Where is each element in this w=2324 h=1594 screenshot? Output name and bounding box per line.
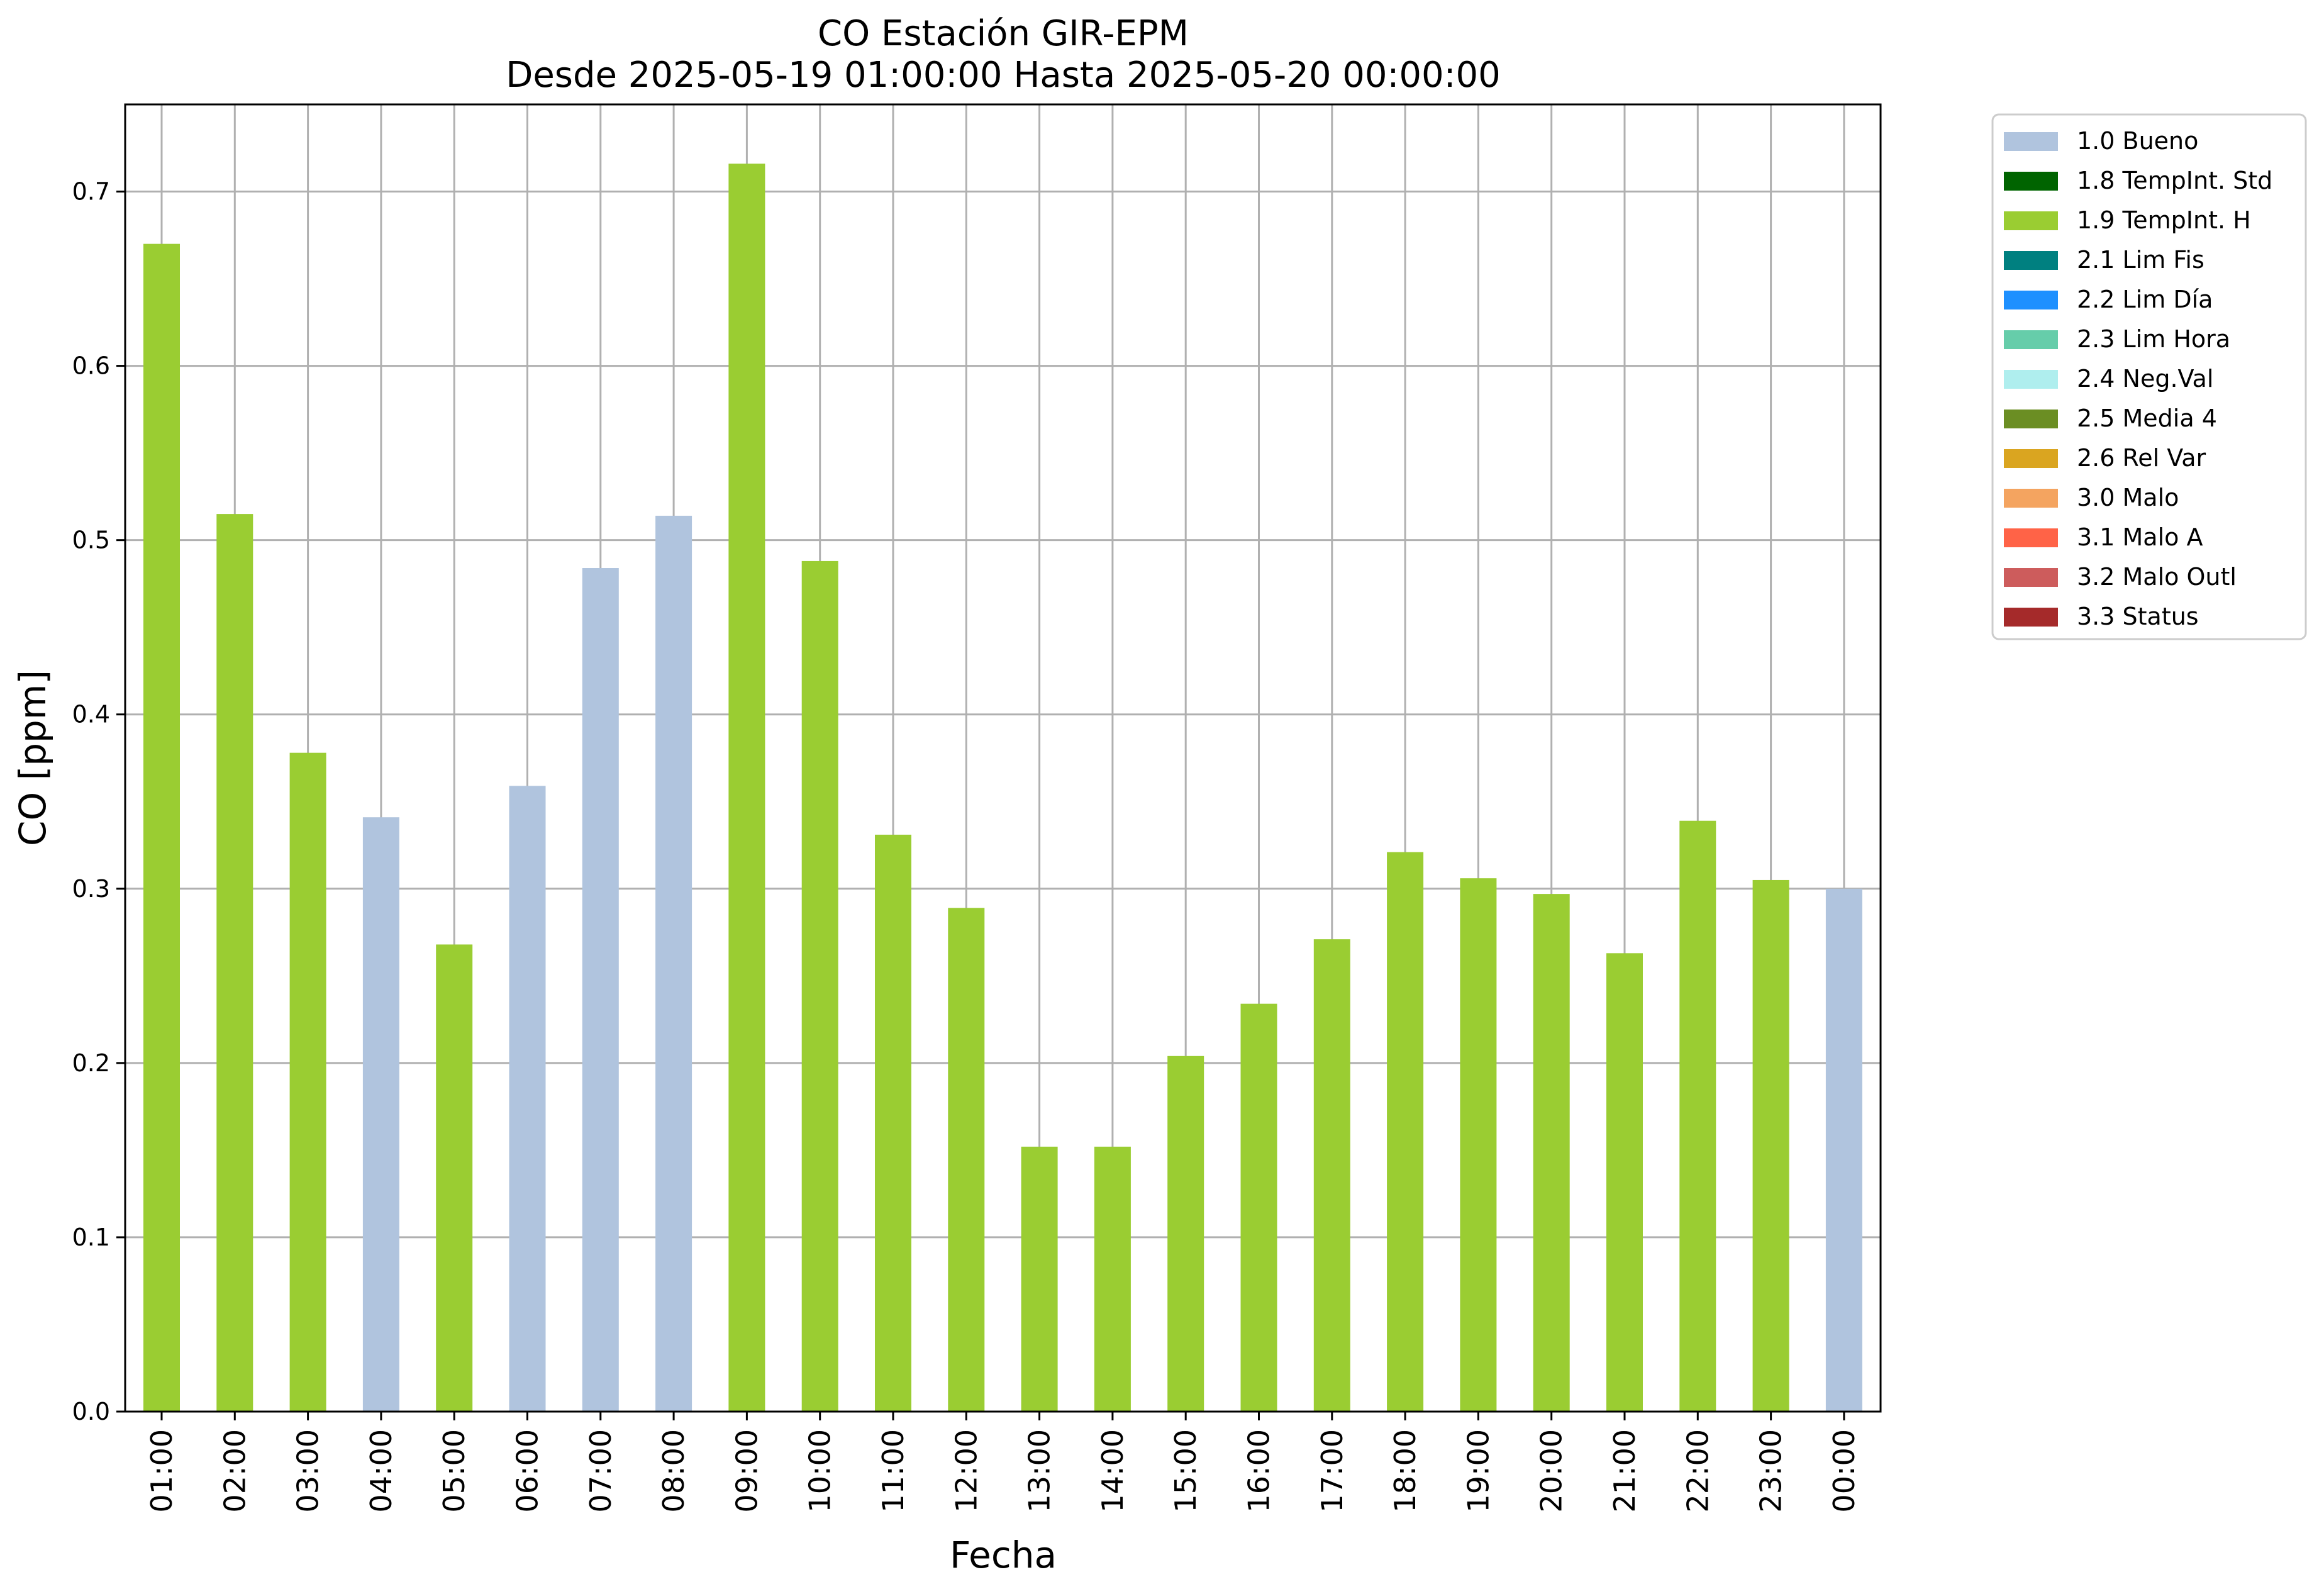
legend: 1.0 Bueno 1.8 TempInt. Std 1.9 TempInt. H 2… (1991, 113, 2307, 640)
legend-label: 2.5 Media 4 (2077, 404, 2217, 432)
legend-label: 2.3 Lim Hora (2077, 325, 2230, 353)
y-tick-label: 0.1 (72, 1223, 110, 1251)
bar-22:00 (1679, 820, 1716, 1412)
chart-subtitle: Desde 2025-05-19 01:00:00 Hasta 2025-05-… (506, 55, 1501, 96)
legend-label: 2.4 Neg.Val (2077, 365, 2213, 393)
x-tick-label: 17:00 (1315, 1429, 1349, 1513)
x-tick-label: 19:00 (1461, 1429, 1495, 1513)
x-tick-label: 21:00 (1608, 1429, 1642, 1513)
legend-swatch-3-3 (2004, 608, 2058, 627)
x-tick-label: 13:00 (1023, 1429, 1057, 1513)
bar-07:00 (582, 567, 619, 1412)
legend-swatch-3-2 (2004, 568, 2058, 587)
y-tick-label: 0.5 (72, 527, 110, 554)
legend-swatch-2-5 (2004, 410, 2058, 428)
legend-swatch-1-0 (2004, 132, 2058, 151)
x-tick-label: 09:00 (730, 1429, 764, 1513)
bar-15:00 (1167, 1056, 1204, 1412)
x-tick-label: 18:00 (1388, 1429, 1422, 1513)
bar-21:00 (1606, 953, 1643, 1412)
bar-00:00 (1825, 888, 1862, 1412)
x-tick-label: 11:00 (876, 1429, 910, 1513)
bar-18:00 (1387, 852, 1424, 1412)
bar-10:00 (801, 560, 838, 1412)
y-tick-label: 0.2 (72, 1049, 110, 1077)
legend-label: 3.1 Malo A (2077, 523, 2203, 551)
bar-01:00 (143, 243, 180, 1412)
x-axis-label: Fecha (950, 1534, 1057, 1576)
x-tick-label: 04:00 (364, 1429, 398, 1513)
bar-02:00 (216, 514, 253, 1412)
legend-label: 3.3 Status (2077, 603, 2199, 630)
x-tick-label: 22:00 (1681, 1429, 1715, 1513)
bar-06:00 (509, 786, 546, 1412)
legend-swatch-1-8 (2004, 172, 2058, 191)
bar-23:00 (1752, 879, 1789, 1412)
x-tick-label: 15:00 (1169, 1429, 1203, 1513)
x-tick-label: 20:00 (1535, 1429, 1569, 1513)
legend-frame (1991, 113, 2307, 640)
bar-08:00 (655, 515, 692, 1412)
x-tick-label: 10:00 (803, 1429, 837, 1513)
legend-swatch-2-4 (2004, 370, 2058, 389)
legend-swatch-2-6 (2004, 449, 2058, 468)
chart-title: CO Estación GIR-EPM (818, 13, 1189, 54)
x-tick-label: 23:00 (1754, 1429, 1788, 1513)
bar-17:00 (1313, 939, 1350, 1412)
bar-16:00 (1240, 1003, 1277, 1412)
y-tick-label: 0.0 (72, 1398, 110, 1425)
bar-04:00 (362, 817, 399, 1412)
bar-11:00 (875, 834, 911, 1412)
x-tick-label: 14:00 (1096, 1429, 1130, 1513)
x-tick-label: 00:00 (1827, 1429, 1861, 1513)
legend-label: 3.0 Malo (2077, 484, 2179, 511)
bar-12:00 (948, 908, 985, 1412)
legend-swatch-2-2 (2004, 291, 2058, 309)
legend-swatch-3-0 (2004, 489, 2058, 508)
x-tick-label: 01:00 (145, 1429, 179, 1513)
bar-19:00 (1460, 878, 1497, 1412)
y-axis-label: CO [ppm] (11, 670, 54, 846)
bar-09:00 (728, 164, 765, 1412)
bar-13:00 (1021, 1146, 1058, 1412)
y-tick-label: 0.6 (72, 352, 110, 380)
legend-swatch-2-3 (2004, 330, 2058, 349)
x-tick-label: 06:00 (511, 1429, 545, 1513)
legend-label: 2.1 Lim Fis (2077, 246, 2204, 274)
x-ticks: 01:00 02:00 03:00 04:00 05:00 06:00 07:00 08:00… (145, 1412, 1861, 1513)
bars (143, 164, 1862, 1412)
y-tick-label: 0.7 (72, 178, 110, 206)
bar-03:00 (289, 752, 326, 1412)
x-tick-label: 02:00 (218, 1429, 252, 1513)
legend-label: 1.9 TempInt. H (2077, 206, 2251, 234)
legend-label: 1.8 TempInt. Std (2077, 167, 2272, 194)
y-tick-label: 0.4 (72, 701, 110, 728)
x-tick-label: 07:00 (584, 1429, 618, 1513)
bar-14:00 (1094, 1146, 1131, 1412)
x-tick-label: 03:00 (291, 1429, 325, 1513)
x-tick-label: 08:00 (657, 1429, 691, 1513)
plot-frame (124, 103, 1882, 1413)
legend-swatch-1-9 (2004, 211, 2058, 230)
bar-05:00 (436, 944, 473, 1412)
legend-swatch-2-1 (2004, 251, 2058, 270)
legend-swatch-3-1 (2004, 528, 2058, 547)
legend-label: 3.2 Malo Outl (2077, 563, 2237, 591)
legend-label: 2.6 Rel Var (2077, 444, 2206, 472)
y-ticks: 0.0 0.1 0.2 0.3 0.4 0.5 0.6 0.7 (72, 178, 125, 1425)
x-tick-label: 05:00 (437, 1429, 471, 1513)
x-tick-label: 16:00 (1242, 1429, 1276, 1513)
x-tick-label: 12:00 (949, 1429, 983, 1513)
legend-label: 1.0 Bueno (2077, 127, 2198, 155)
bar-20:00 (1533, 894, 1570, 1412)
legend-label: 2.2 Lim Día (2077, 286, 2213, 313)
y-tick-label: 0.3 (72, 875, 110, 903)
